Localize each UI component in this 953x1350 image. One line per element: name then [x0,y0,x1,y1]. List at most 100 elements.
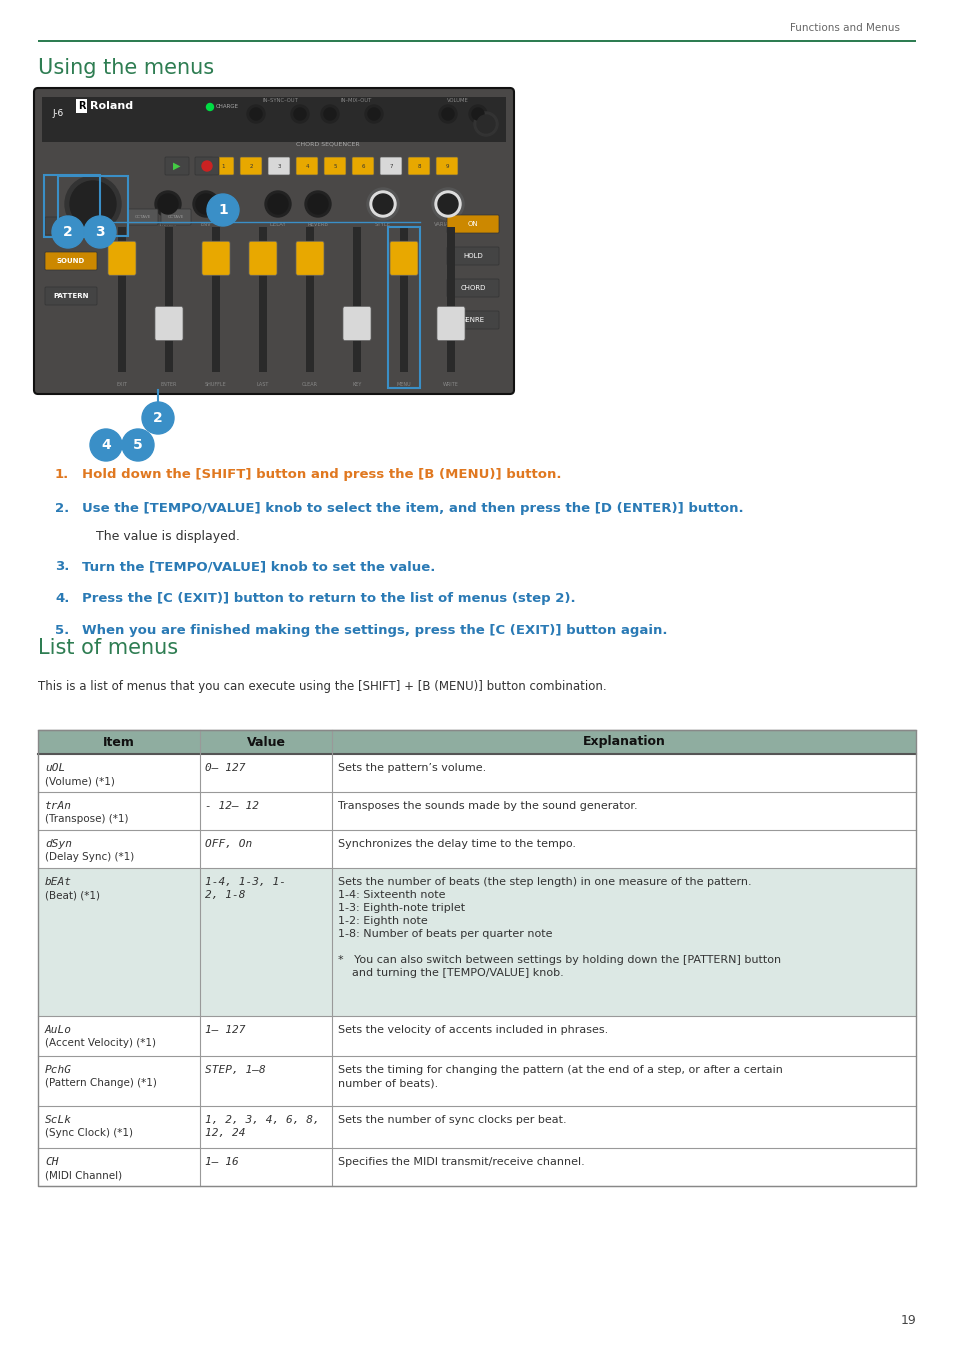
Text: 1.: 1. [55,468,70,481]
Circle shape [250,108,262,120]
Text: ▶: ▶ [173,161,180,171]
Circle shape [476,115,495,134]
Circle shape [432,188,463,220]
Bar [76,99,87,113]
Text: KEY: KEY [352,382,361,386]
Circle shape [291,105,309,123]
Circle shape [247,105,265,123]
Text: DELAY: DELAY [270,221,286,227]
Text: 5.: 5. [55,624,70,637]
Circle shape [90,429,122,460]
FancyBboxPatch shape [379,157,401,176]
Bar [258,227,267,373]
Text: 2.: 2. [55,502,70,514]
Text: LAST: LAST [256,382,269,386]
Circle shape [202,161,212,171]
Text: List of menus: List of menus [38,639,178,657]
FancyBboxPatch shape [202,242,230,275]
Text: 2: 2 [249,163,253,169]
Circle shape [52,216,84,248]
Text: 5: 5 [333,163,336,169]
Text: ScLk: ScLk [45,1115,71,1125]
Text: 2: 2 [153,410,163,425]
Text: and turning the [TEMPO/VALUE] knob.: and turning the [TEMPO/VALUE] knob. [337,968,563,977]
Text: 2: 2 [63,225,72,239]
Text: bEAt: bEAt [45,878,71,887]
Text: (Volume) (*1): (Volume) (*1) [45,776,114,786]
Text: (Pattern Change) (*1): (Pattern Change) (*1) [45,1079,156,1088]
Text: 19: 19 [900,1314,915,1327]
Circle shape [370,190,395,217]
Text: 4: 4 [305,163,309,169]
Circle shape [65,176,121,232]
Bar [58,176,128,236]
Text: ENV: ENV [200,221,212,227]
Text: STEP, 1–8: STEP, 1–8 [205,1065,266,1075]
Text: 1– 16: 1– 16 [205,1157,239,1166]
FancyBboxPatch shape [212,157,233,176]
Bar [38,830,915,868]
Circle shape [308,194,328,215]
Text: 1-2: Eighth note: 1-2: Eighth note [337,917,428,926]
Circle shape [472,108,483,120]
Bar [38,868,915,1017]
Circle shape [154,190,181,217]
Circle shape [441,108,454,120]
FancyBboxPatch shape [249,242,276,275]
Text: 2, 1-8: 2, 1-8 [205,890,246,900]
FancyBboxPatch shape [447,247,498,265]
Text: FILTER: FILTER [159,221,176,227]
Text: (Sync Clock) (*1): (Sync Clock) (*1) [45,1129,132,1138]
Text: SHUFFLE: SHUFFLE [205,382,227,386]
Text: IN–MIX–OUT: IN–MIX–OUT [340,97,372,103]
Text: Turn the [TEMPO/VALUE] knob to set the value.: Turn the [TEMPO/VALUE] knob to set the v… [82,560,435,572]
Circle shape [142,402,173,433]
FancyBboxPatch shape [447,215,498,234]
Circle shape [474,112,497,136]
Text: AuLo: AuLo [45,1025,71,1035]
Text: Value: Value [247,736,286,748]
Text: Sets the number of sync clocks per beat.: Sets the number of sync clocks per beat. [337,1115,566,1125]
Text: When you are finished making the settings, press the [C (EXIT)] button again.: When you are finished making the setting… [82,624,667,637]
Text: CH: CH [45,1157,58,1166]
Text: VARIATION: VARIATION [434,221,461,227]
Text: 12, 24: 12, 24 [205,1129,246,1138]
FancyBboxPatch shape [408,157,430,176]
Text: 1, 2, 3, 4, 6, 8,: 1, 2, 3, 4, 6, 8, [205,1115,320,1125]
Text: 1: 1 [221,163,225,169]
FancyBboxPatch shape [194,157,219,176]
Text: (Beat) (*1): (Beat) (*1) [45,890,100,900]
Text: 1: 1 [218,202,228,217]
Circle shape [437,194,457,215]
FancyBboxPatch shape [447,310,498,329]
FancyBboxPatch shape [436,157,457,176]
Text: This is a list of menus that you can execute using the [SHIFT] + [B (MENU)] butt: This is a list of menus that you can exe… [38,680,606,693]
FancyBboxPatch shape [343,306,371,340]
Text: trAn: trAn [45,801,71,811]
Text: (Accent Velocity) (*1): (Accent Velocity) (*1) [45,1038,156,1048]
Text: 3: 3 [277,163,280,169]
Bar [42,97,505,142]
Text: 6: 6 [361,163,364,169]
FancyBboxPatch shape [447,279,498,297]
Circle shape [207,194,239,225]
FancyBboxPatch shape [268,157,290,176]
FancyBboxPatch shape [128,209,158,225]
Text: CHORD: CHORD [460,285,485,292]
Text: SOUND: SOUND [57,258,85,265]
Circle shape [435,190,460,217]
FancyBboxPatch shape [45,252,97,270]
Circle shape [195,194,215,215]
Text: (Transpose) (*1): (Transpose) (*1) [45,814,129,824]
Text: Sets the number of beats (the step length) in one measure of the pattern.: Sets the number of beats (the step lengt… [337,878,751,887]
Text: Sets the pattern’s volume.: Sets the pattern’s volume. [337,763,486,774]
Text: CLEAR: CLEAR [302,382,317,386]
Bar [399,227,408,373]
FancyBboxPatch shape [240,157,262,176]
Text: 9: 9 [445,163,448,169]
Text: dSyn: dSyn [45,838,71,849]
Circle shape [206,104,213,111]
Text: HOLD: HOLD [462,252,482,259]
Circle shape [365,105,382,123]
Bar [38,730,915,755]
